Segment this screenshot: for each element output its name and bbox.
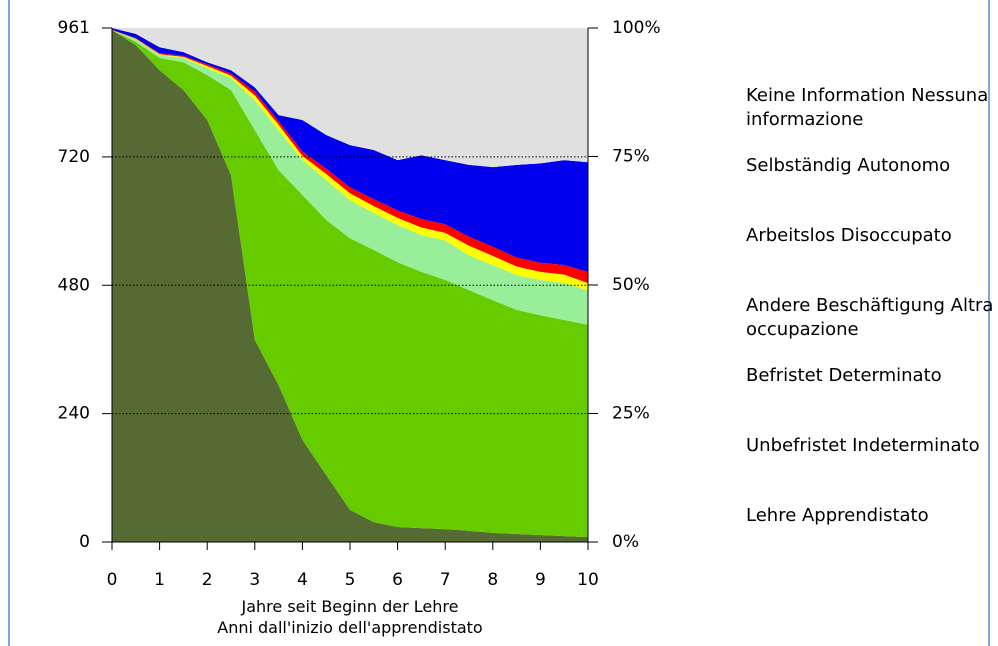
y-tick-label: 480: [58, 275, 90, 295]
legend-label: Keine Information Nessuna informazione: [746, 85, 989, 130]
y2-tick-label: 75%: [612, 147, 650, 167]
x-tick-label: 7: [440, 570, 451, 590]
legend-label: Andere Beschäftigung Altra occupazione: [746, 295, 994, 340]
x-tick-label: 3: [249, 570, 260, 590]
legend-label: Befristet Determinato: [746, 365, 942, 386]
axes: 0 240 480 720 961 0% 25% 50% 75% 100% 0 1 2 3 4 5 6 7 8 9 10: [58, 18, 661, 590]
area: [112, 30, 588, 325]
y2-tick-label: 100%: [612, 18, 661, 38]
y-tick-label: 720: [58, 147, 90, 167]
area: [112, 28, 588, 272]
x-tick-label: 5: [345, 570, 356, 590]
y2-tick-label: 0%: [612, 532, 639, 552]
y-tick-label: 240: [58, 404, 90, 424]
x-tick-label: 1: [154, 570, 165, 590]
y-tick-label: 961: [58, 18, 90, 38]
x-tick-label: 6: [392, 570, 403, 590]
x-tick-label: 10: [577, 570, 599, 590]
legend-label: Selbständig Autonomo: [746, 155, 951, 176]
x-tick-label: 4: [297, 570, 308, 590]
y2-tick-label: 50%: [612, 275, 650, 295]
x-tick-label: 8: [487, 570, 498, 590]
area: [112, 28, 588, 168]
x-tick-label: 0: [107, 570, 118, 590]
y2-tick-label: 25%: [612, 404, 650, 424]
x-axis-label: Jahre seit Beginn der Lehre Anni dall'in…: [217, 597, 483, 637]
x-tick-label: 2: [202, 570, 213, 590]
legend-label: Lehre Apprendistato: [746, 505, 929, 526]
y-tick-label: 0: [79, 532, 90, 552]
legend-label: Arbeitslos Disoccupato: [746, 225, 952, 246]
x-tick-label: 9: [535, 570, 546, 590]
legend-label: Unbefristet Indeterminato: [746, 435, 980, 456]
